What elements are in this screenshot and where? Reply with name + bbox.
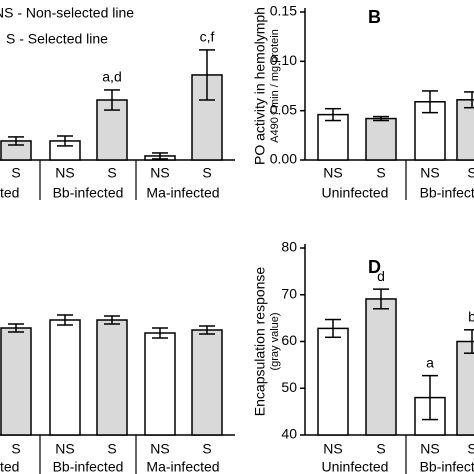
annotation: a,d	[102, 69, 121, 85]
group-label: Uninfected	[322, 459, 389, 474]
y-axis-label: (gray value)	[269, 312, 281, 370]
y-tick-label: 50	[281, 379, 297, 395]
bar	[365, 117, 397, 161]
group-label: Bb-infected	[420, 459, 474, 474]
bar	[191, 329, 223, 436]
x-tick-label: NS	[55, 441, 74, 457]
group-label: Bb-infected	[53, 185, 124, 201]
group-label: Bb-infected	[53, 459, 124, 474]
x-tick-label: NS	[420, 441, 439, 457]
panel-letter: B	[368, 7, 381, 27]
y-tick-label: 40	[281, 426, 297, 442]
panel-letter: D	[368, 257, 381, 277]
annotation: a	[426, 354, 434, 370]
x-tick-label: S	[467, 165, 474, 181]
legend-line: NS - Non-selected line	[0, 5, 134, 21]
bar	[49, 319, 81, 436]
annotation: b	[468, 309, 474, 325]
y-axis-label: PO activity in hemolymph	[252, 7, 268, 165]
x-tick-label: NS	[150, 441, 169, 457]
group-label: Ma-infected	[146, 459, 219, 474]
x-tick-label: S	[107, 165, 116, 181]
x-tick-label: S	[11, 441, 20, 457]
annotation: c,f	[200, 29, 215, 45]
bar	[456, 340, 474, 436]
x-tick-label: S	[202, 441, 211, 457]
x-tick-label: S	[376, 441, 385, 457]
y-tick-label: 0.00	[270, 151, 297, 167]
x-tick-label: NS	[55, 165, 74, 181]
bar	[0, 327, 32, 436]
bar	[456, 99, 474, 161]
bar	[144, 332, 176, 436]
x-tick-label: NS	[420, 165, 439, 181]
legend-line: S - Selected line	[6, 31, 108, 47]
bar	[317, 327, 349, 436]
x-tick-label: S	[376, 165, 385, 181]
group-label: Ma-infected	[146, 185, 219, 201]
y-tick-label: 0.10	[270, 52, 297, 68]
y-tick-label: 0.05	[270, 101, 297, 117]
y-tick-label: 80	[281, 239, 297, 255]
y-tick-label: 70	[281, 285, 297, 301]
x-tick-label: S	[467, 441, 474, 457]
x-tick-label: NS	[150, 165, 169, 181]
bar	[317, 113, 349, 161]
x-tick-label: NS	[323, 165, 342, 181]
group-label: Bb-infected	[420, 185, 474, 201]
y-tick-label: 60	[281, 332, 297, 348]
x-tick-label: S	[202, 165, 211, 181]
y-axis-label: Encapsulation response	[252, 267, 268, 417]
group-label: Uninfected	[0, 185, 19, 201]
bar	[96, 319, 128, 436]
x-tick-label: S	[11, 165, 20, 181]
x-tick-label: S	[107, 441, 116, 457]
x-tick-label: NS	[323, 441, 342, 457]
y-axis-label: A490 / min / mg protein	[269, 29, 281, 143]
y-tick-label: 0.15	[270, 3, 297, 19]
group-label: Uninfected	[0, 459, 19, 474]
group-label: Uninfected	[322, 185, 389, 201]
bar	[365, 298, 397, 436]
annotation: d	[377, 268, 385, 284]
